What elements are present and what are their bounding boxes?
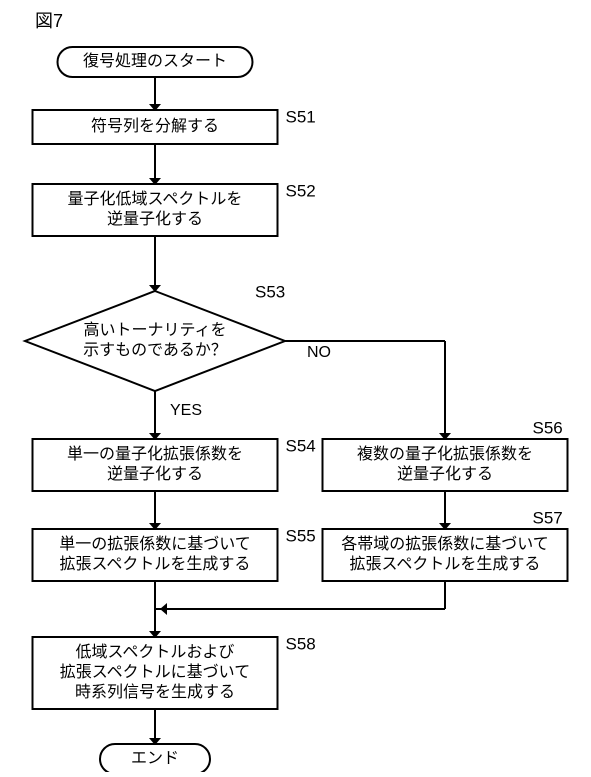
s56-line2: 逆量子化する [397,465,493,483]
s56-tag: S56 [533,418,563,437]
s51-tag: S51 [286,107,316,126]
branch-yes: YES [170,402,202,419]
s52-line2: 逆量子化する [107,210,203,228]
s57-line2: 拡張スペクトルを生成する [350,555,541,573]
s54-tag: S54 [286,436,316,455]
s52-tag: S52 [286,181,316,200]
branch-no: NO [307,344,331,361]
s58-line1: 低域スペクトルおよび [76,643,235,661]
end-label: エンド [131,750,179,767]
s57-tag: S57 [533,508,563,527]
s53-line1: 高いトーナリティを [83,321,226,339]
s55-line1: 単一の拡張係数に基づいて [59,535,251,553]
s58-tag: S58 [286,634,316,653]
s56-line1: 複数の量子化拡張係数を [357,445,533,463]
s53-tag: S53 [255,282,285,301]
start-label: 復号処理のスタート [83,52,227,70]
s55-line2: 拡張スペクトルを生成する [60,555,251,573]
figure-label: 図7 [35,11,63,31]
s54-line2: 逆量子化する [107,465,203,483]
s52-line1: 量子化低域スペクトルを [68,190,243,208]
arrow-head [160,603,167,615]
s58-line3: 時系列信号を生成する [75,683,235,701]
s53-line2: 示すものであるか？ [83,341,227,359]
s51-text: 符号列を分解する [91,117,219,135]
decision-s53 [25,291,285,391]
s58-line2: 拡張スペクトルに基づいて [60,663,250,681]
s57-line1: 各帯域の拡張係数に基づいて [341,535,549,553]
s54-line1: 単一の量子化拡張係数を [67,445,243,463]
s55-tag: S55 [286,526,316,545]
